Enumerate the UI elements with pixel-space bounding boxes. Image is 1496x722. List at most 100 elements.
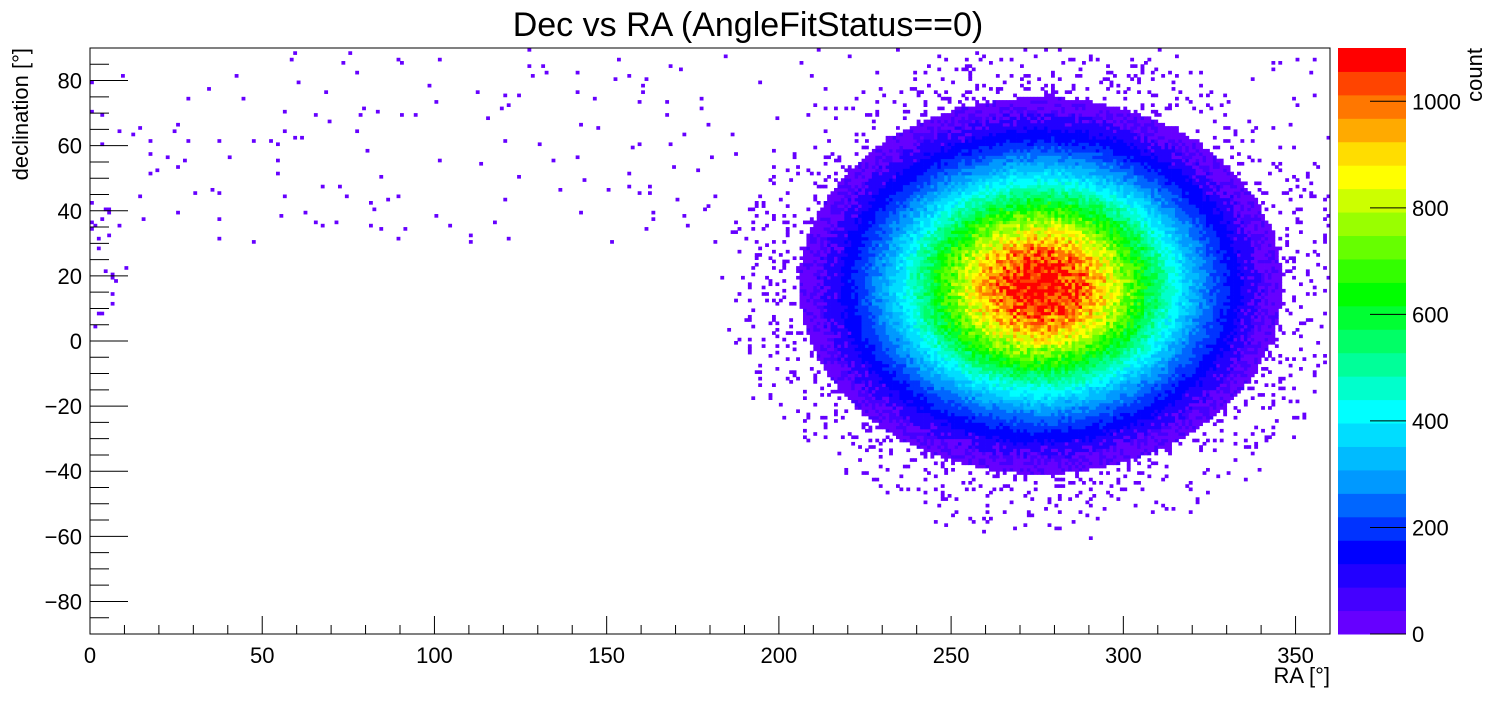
heatmap-cell — [954, 347, 959, 352]
heatmap-cell — [930, 230, 935, 234]
heatmap-cell — [844, 236, 849, 241]
heatmap-cell — [809, 171, 814, 176]
heatmap-cell — [878, 383, 883, 387]
heatmap-cell — [799, 282, 804, 287]
heatmap-cell — [958, 207, 962, 212]
heatmap-cell — [875, 178, 880, 182]
heatmap-cell — [806, 262, 811, 267]
heatmap-cell — [758, 246, 763, 251]
heatmap-cell — [951, 227, 955, 231]
heatmap-cell — [834, 240, 838, 244]
heatmap-cell — [968, 380, 973, 384]
heatmap-cell — [971, 438, 976, 443]
heatmap-cell — [906, 292, 911, 296]
heatmap-cell — [885, 207, 890, 212]
heatmap-cell — [892, 415, 897, 420]
heatmap-cell — [916, 256, 921, 261]
heatmap-cell — [782, 262, 787, 267]
heatmap-cell — [892, 301, 897, 306]
heatmap-cell — [964, 269, 969, 274]
heatmap-cell — [799, 305, 804, 309]
heatmap-cell — [809, 305, 814, 309]
heatmap-cell — [975, 458, 980, 462]
heatmap-cell — [927, 240, 931, 244]
heatmap-cell — [827, 266, 831, 270]
heatmap-cell — [930, 292, 935, 296]
heatmap-cell — [851, 321, 856, 326]
heatmap-cell — [899, 207, 904, 212]
heatmap-cell — [927, 148, 931, 153]
heatmap-cell — [975, 240, 980, 244]
heatmap-cell — [796, 357, 800, 361]
heatmap-cell — [964, 432, 969, 436]
heatmap-cell — [913, 327, 918, 332]
heatmap-cell — [975, 148, 980, 153]
heatmap-cell — [923, 223, 928, 228]
heatmap-cell — [823, 435, 828, 440]
heatmap-cell — [830, 227, 835, 231]
heatmap-cell — [809, 321, 814, 326]
heatmap-cell — [882, 227, 887, 231]
heatmap-cell — [961, 201, 966, 205]
heatmap-cell — [923, 142, 928, 147]
heatmap-cell — [892, 428, 897, 433]
heatmap-cell — [933, 148, 938, 153]
heatmap-cell — [847, 220, 852, 225]
heatmap-cell — [906, 464, 911, 469]
heatmap-cell — [889, 266, 893, 270]
heatmap-cell — [820, 210, 825, 215]
heatmap-cell — [871, 324, 876, 329]
heatmap-cell — [834, 389, 838, 394]
heatmap-cell — [892, 341, 897, 345]
heatmap-cell — [975, 406, 980, 410]
heatmap-cell — [503, 139, 508, 143]
heatmap-cell — [747, 337, 752, 342]
heatmap-cell — [871, 152, 876, 156]
heatmap-cell — [885, 321, 890, 326]
heatmap-cell — [782, 415, 787, 420]
heatmap-cell — [875, 262, 880, 267]
heatmap-cell — [933, 220, 938, 225]
heatmap-cell — [889, 139, 893, 143]
heatmap-cell — [940, 197, 945, 202]
heatmap-cell — [878, 363, 883, 368]
heatmap-cell — [882, 331, 887, 335]
heatmap-cell — [933, 367, 938, 371]
heatmap-cell — [754, 370, 759, 374]
heatmap-cell — [796, 331, 800, 335]
heatmap-cell — [913, 233, 918, 238]
heatmap-cell — [937, 344, 942, 348]
heatmap-cell — [968, 106, 973, 111]
heatmap-cell — [961, 448, 966, 453]
heatmap-cell — [913, 337, 918, 342]
heatmap-cell — [844, 376, 849, 381]
heatmap-cell — [947, 301, 952, 306]
heatmap-cell — [954, 187, 959, 192]
heatmap-cell — [954, 178, 959, 182]
heatmap-cell — [951, 311, 955, 316]
heatmap-cell — [889, 347, 893, 352]
heatmap-cell — [951, 194, 955, 199]
heatmap-cell — [978, 464, 983, 469]
heatmap-cell — [868, 347, 873, 352]
heatmap-cell — [806, 305, 811, 309]
heatmap-cell — [927, 386, 931, 391]
heatmap-cell — [858, 282, 862, 287]
heatmap-cell — [823, 266, 828, 270]
heatmap-cell — [875, 70, 880, 75]
heatmap-cell — [830, 314, 835, 319]
heatmap-cell — [923, 393, 928, 397]
heatmap-cell — [834, 230, 838, 234]
heatmap-cell — [131, 132, 136, 137]
heatmap-cell — [865, 214, 869, 218]
heatmap-cell — [958, 233, 962, 238]
heatmap-cell — [882, 207, 887, 212]
heatmap-cell — [789, 331, 794, 335]
heatmap-cell — [889, 240, 893, 244]
heatmap-cell — [847, 298, 852, 303]
heatmap-cell — [930, 445, 935, 449]
heatmap-cell — [951, 266, 955, 270]
heatmap-cell — [913, 295, 918, 300]
heatmap-cell — [830, 259, 835, 264]
heatmap-cell — [871, 262, 876, 267]
